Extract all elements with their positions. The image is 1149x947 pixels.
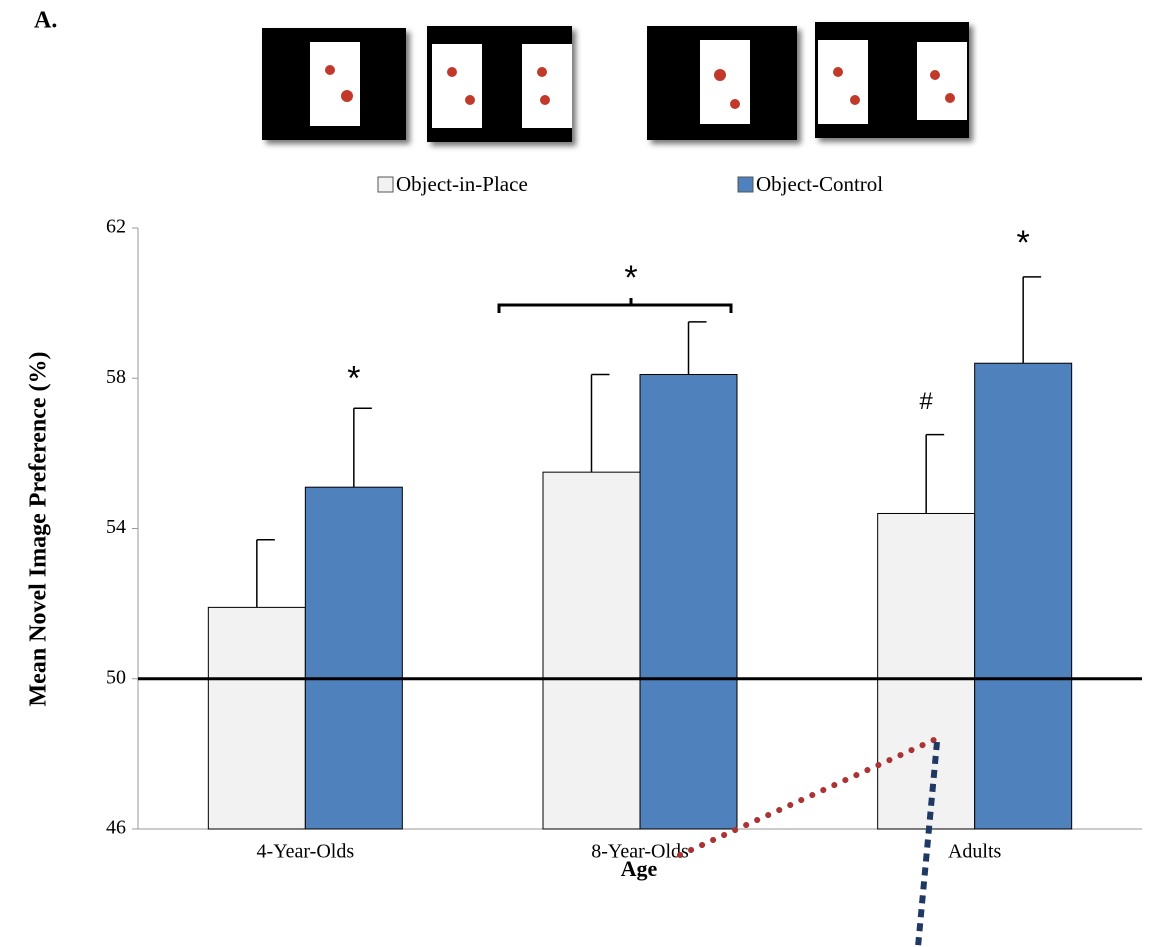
annotation: # bbox=[919, 388, 933, 415]
x-tick-label: Adults bbox=[948, 841, 1002, 863]
y-tick-label: 62 bbox=[106, 216, 126, 238]
annotation: * bbox=[1017, 224, 1030, 262]
panel-label: A. bbox=[34, 8, 57, 34]
y-tick-label: 54 bbox=[106, 516, 126, 538]
legend-label: Object-Control bbox=[756, 172, 883, 196]
stimulus-thumbnails bbox=[262, 22, 969, 142]
legend-swatch bbox=[377, 176, 394, 193]
plot-area: 46 50 54 58 62 4-Year-Olds 8-Year-Olds Adults * *… bbox=[106, 216, 1142, 863]
significance-bracket bbox=[497, 298, 733, 313]
legend-label: Object-in-Place bbox=[396, 172, 528, 196]
bar bbox=[542, 471, 641, 830]
annotation: * bbox=[624, 259, 637, 297]
dashed-line bbox=[915, 741, 940, 947]
x-axis-title: Age bbox=[621, 856, 658, 881]
dotted-line bbox=[677, 736, 939, 858]
legend-swatch bbox=[737, 176, 754, 193]
x-tick-label: 8-Year-Olds bbox=[591, 841, 689, 863]
bar bbox=[304, 486, 403, 830]
bar bbox=[877, 512, 976, 830]
annotation: * bbox=[347, 359, 360, 397]
bar bbox=[974, 362, 1073, 830]
y-tick-label: 50 bbox=[106, 666, 126, 688]
y-axis-title: Mean Novel Image Preference (%) bbox=[26, 352, 52, 707]
bar bbox=[207, 606, 306, 830]
x-tick-label: 4-Year-Olds bbox=[257, 841, 355, 863]
y-tick-label: 58 bbox=[106, 366, 126, 388]
bar bbox=[639, 373, 738, 830]
y-tick-label: 46 bbox=[106, 817, 126, 839]
legend: Object-in-Place Object-Control bbox=[377, 172, 883, 196]
